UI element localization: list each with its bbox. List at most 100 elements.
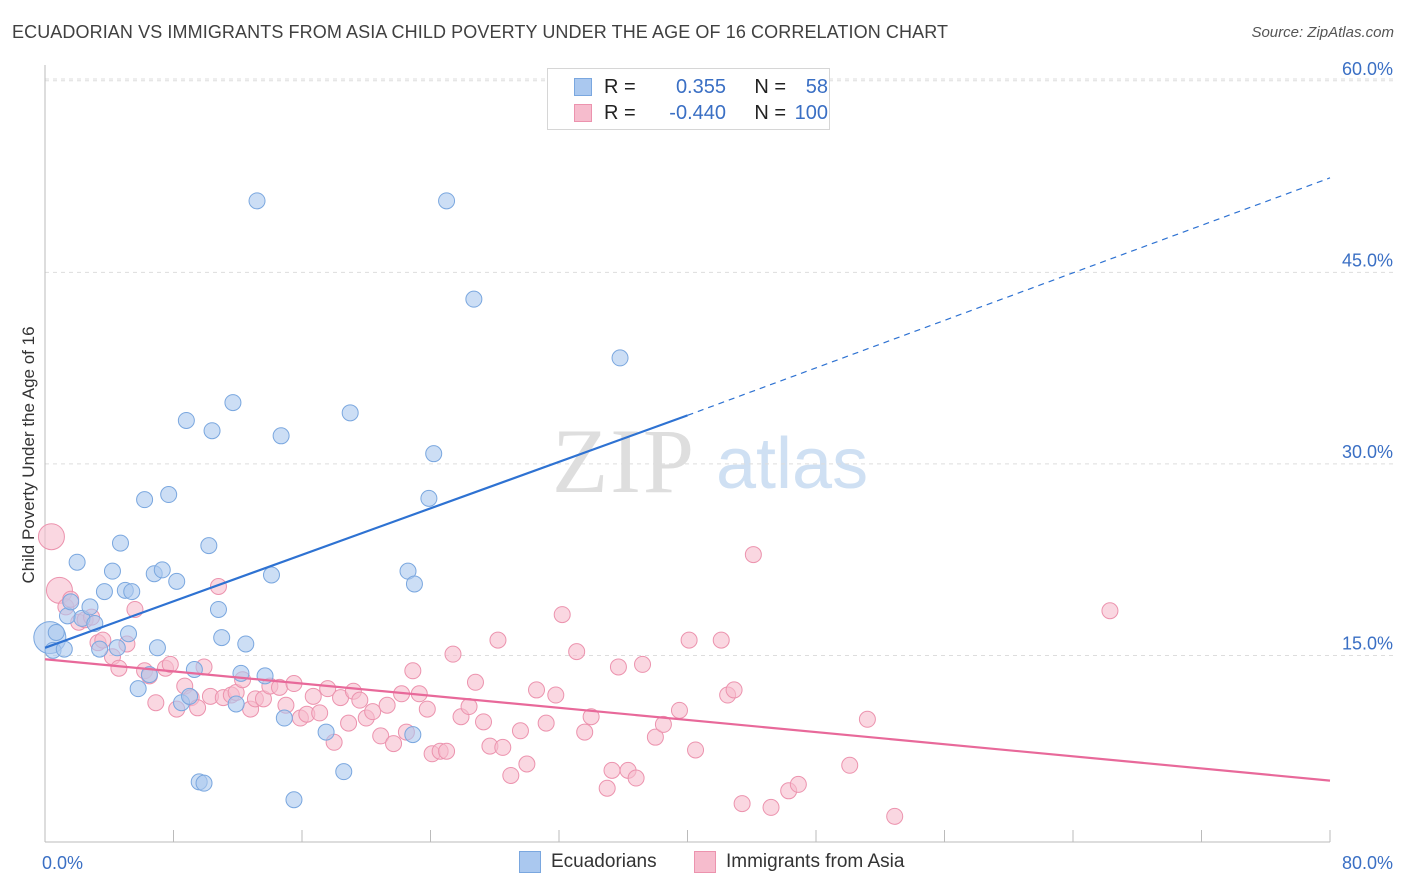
immigrants-from-asia-point [502, 766, 520, 784]
immigrants-from-asia-point [712, 631, 730, 649]
immigrants-from-asia-point [161, 655, 179, 673]
ecuadorians-point [404, 726, 422, 744]
y-tick-label: 30.0% [1342, 442, 1393, 462]
immigrants-from-asia-point [568, 643, 586, 661]
ecuadorians-point [91, 640, 109, 658]
ecuadorians-point [275, 709, 293, 727]
immigrants-from-asia-point [762, 798, 780, 816]
chart-title: ECUADORIAN VS IMMIGRANTS FROM ASIA CHILD… [12, 22, 949, 42]
legend-row-immigrants-from-asia: R = -0.440 N = 100 [548, 100, 828, 126]
immigrants-from-asia-point [340, 714, 358, 732]
legend-n-value: 58 [805, 75, 828, 98]
ecuadorians-point [420, 489, 438, 507]
immigrants-from-asia-point [576, 723, 594, 741]
immigrants-from-asia-point [680, 631, 698, 649]
ecuadorians-point [148, 639, 166, 657]
immigrants-from-asia-point [404, 662, 422, 680]
legend-swatch-blue [574, 78, 592, 96]
immigrants-from-asia-point [537, 714, 555, 732]
ecuadorians-point [335, 763, 353, 781]
y-axis-label: Child Poverty Under the Age of 16 [19, 326, 38, 583]
watermark: ZIP atlas [552, 410, 868, 512]
immigrants-from-asia-point [494, 738, 512, 756]
grid-lines [45, 78, 1394, 656]
ecuadorians-point [200, 537, 218, 555]
immigrants-from-asia-point [110, 659, 128, 677]
ecuadorians-point [317, 723, 335, 741]
immigrants-from-asia-point [609, 658, 627, 676]
tick-labels: 15.0% 30.0% 45.0% 60.0% 0.0% 80.0% [42, 59, 1393, 873]
legend-label-ecuadorians: Ecuadorians [551, 851, 657, 872]
immigrants-from-asia-point [528, 681, 546, 699]
immigrants-from-asia-point [385, 735, 403, 753]
legend-r-value: 0.355 [675, 75, 726, 98]
legend-swatch-pink [574, 104, 592, 122]
ecuadorians-point [58, 607, 76, 625]
x-tick-label: 0.0% [42, 853, 83, 873]
immigrants-from-asia-point [372, 727, 390, 745]
ecuadorians-point [438, 192, 456, 210]
immigrants-from-asia-point [733, 795, 751, 813]
immigrants-from-asia-point [582, 708, 600, 726]
ecuadorians-point [103, 562, 121, 580]
ecuadorians-point [47, 623, 65, 641]
legend-r-label: R = [604, 101, 636, 124]
legend-item-ecuadorians[interactable]: Ecuadorians [519, 851, 657, 873]
axes [44, 65, 1331, 843]
immigrants-from-asia-point [466, 673, 484, 691]
immigrants-from-asia-point [603, 761, 621, 779]
ecuadorians-point [425, 445, 443, 463]
immigrants-from-asia-point [841, 756, 859, 774]
legend-swatch-immigrants-from-asia [694, 851, 716, 873]
ecuadorians-point [168, 572, 186, 590]
immigrants-from-asia-point [518, 755, 536, 773]
immigrants-from-asia-point [687, 741, 705, 759]
immigrants-from-asia-point [489, 631, 507, 649]
legend-n-label: N = [754, 75, 786, 98]
legend-item-immigrants-from-asia[interactable]: Immigrants from Asia [694, 851, 904, 873]
immigrants-from-asia-point [858, 710, 876, 728]
immigrants-from-asia-point [670, 701, 688, 719]
immigrants-from-asia-point [725, 681, 743, 699]
immigrants-from-asia-point [654, 715, 672, 733]
ecuadorians-point [160, 486, 178, 504]
ecuadorians-point [227, 695, 245, 713]
immigrants-from-asia-point [444, 645, 462, 663]
ecuadorians-point [95, 583, 113, 601]
immigrants-from-asia-point [189, 699, 207, 717]
immigrants-from-asia-point [147, 694, 165, 712]
ecuadorians-point [611, 349, 629, 367]
immigrants-from-asia-point [438, 742, 456, 760]
immigrants-from-asia-point [37, 523, 65, 551]
ecuadorians-point [177, 411, 195, 429]
ecuadorians-point [68, 553, 86, 571]
ecuadorians-point [81, 598, 99, 616]
immigrants-from-asia-point [634, 655, 652, 673]
ecuadorians-point [285, 791, 303, 809]
ecuadorians-point [136, 491, 154, 509]
trend-lines [44, 177, 1331, 782]
ecuadorians-point [248, 192, 266, 210]
ecuadorians-point [120, 625, 138, 643]
ecuadorians-point [341, 404, 359, 422]
ecuadorians-point [209, 600, 227, 618]
legend-r-value: -0.440 [669, 101, 726, 124]
y-tick-label: 15.0% [1342, 633, 1393, 653]
x-tick-label: 80.0% [1342, 853, 1393, 873]
immigrants-from-asia-point [378, 696, 396, 714]
immigrants-from-asia-point [789, 775, 807, 793]
ecuadorians-point [195, 774, 213, 792]
immigrants-from-asia-point [886, 807, 904, 825]
immigrants-from-asia-point [511, 722, 529, 740]
immigrants-from-asia-point [475, 713, 493, 731]
ecuadorians-point [129, 680, 147, 698]
immigrants-from-asia-point [351, 691, 369, 709]
watermark-zip: ZIP [552, 410, 696, 512]
immigrants-from-asia-trend-line [44, 658, 1331, 782]
ecuadorians-point [272, 427, 290, 445]
immigrants-from-asia-point [744, 546, 762, 564]
ecuadorians-point [62, 593, 80, 611]
legend-swatch-ecuadorians [519, 851, 541, 873]
ecuadorians-points [33, 192, 629, 809]
ecuadorians-point [262, 566, 280, 584]
